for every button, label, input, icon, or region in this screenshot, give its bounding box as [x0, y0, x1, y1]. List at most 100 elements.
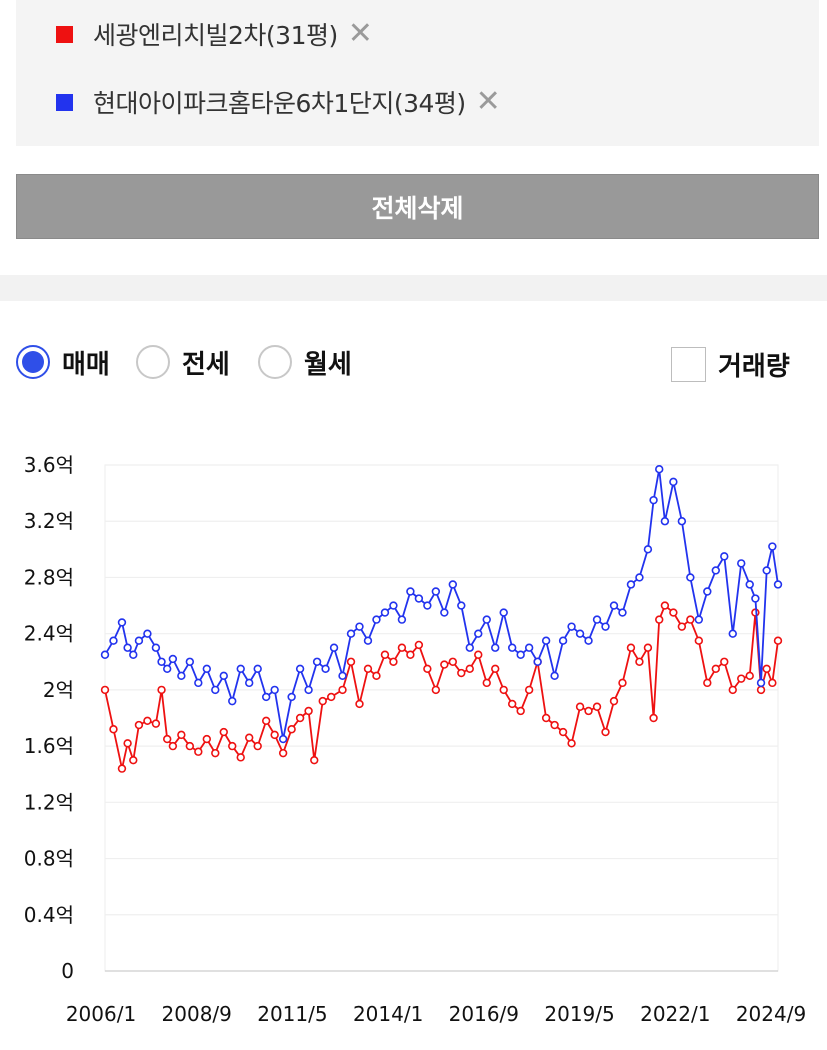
data-point: [550, 671, 559, 681]
data-point: [703, 587, 712, 596]
radio-checked-icon: [16, 345, 50, 379]
data-point: [592, 615, 602, 624]
close-icon[interactable]: ✕: [347, 16, 373, 51]
data-point: [355, 699, 364, 709]
data-point: [295, 664, 305, 674]
data-point: [649, 713, 658, 723]
data-point: [516, 650, 525, 659]
data-point: [649, 495, 658, 505]
checkbox-unchecked-icon: [671, 346, 706, 382]
data-point: [346, 629, 356, 638]
delete-all-button[interactable]: 전체삭제: [16, 174, 819, 239]
data-point: [609, 696, 619, 706]
data-point: [457, 601, 466, 610]
data-point: [686, 573, 695, 582]
x-tick-label: 2022/1: [640, 1002, 710, 1026]
data-point: [194, 678, 203, 688]
data-point: [550, 720, 559, 730]
data-point: [177, 730, 186, 740]
data-point: [643, 643, 653, 652]
data-point: [499, 685, 508, 695]
radio-sale[interactable]: 매매: [16, 342, 110, 382]
data-point: [327, 692, 336, 702]
data-point: [117, 618, 127, 627]
data-point: [211, 685, 220, 695]
x-tick-label: 2019/5: [544, 1002, 614, 1026]
data-point: [123, 643, 132, 652]
data-point: [151, 719, 161, 728]
data-point: [228, 741, 237, 751]
data-point: [601, 622, 610, 631]
data-point: [163, 734, 172, 744]
data-point: [626, 580, 636, 589]
radio-monthly-label: 월세: [304, 349, 352, 380]
data-point: [491, 664, 500, 674]
data-point: [669, 477, 678, 487]
data-point: [278, 734, 288, 744]
data-point: [575, 629, 585, 638]
data-point: [618, 678, 627, 688]
data-point: [720, 657, 729, 666]
data-point: [389, 657, 398, 666]
radio-jeonse-label: 전세: [182, 349, 230, 380]
data-point: [168, 654, 178, 664]
data-point: [768, 542, 777, 551]
data-point: [737, 559, 746, 568]
data-point: [524, 643, 534, 652]
data-point: [414, 594, 424, 603]
data-point: [703, 678, 712, 688]
data-point: [635, 573, 644, 582]
data-point: [219, 727, 228, 737]
data-point: [507, 699, 517, 709]
data-point: [465, 664, 474, 674]
data-point: [762, 566, 771, 575]
data-point: [397, 643, 407, 652]
data-point: [278, 748, 288, 758]
data-point: [626, 643, 636, 652]
data-point: [312, 657, 322, 666]
data-point: [414, 640, 424, 650]
data-point: [745, 580, 754, 589]
compare-item-label: 현대아이파크홈타운6차1단지(34평): [93, 89, 466, 118]
data-point: [372, 615, 381, 624]
data-point: [431, 685, 441, 695]
data-point: [669, 608, 678, 617]
data-point: [219, 671, 228, 681]
data-point: [406, 587, 415, 596]
data-point: [720, 552, 729, 561]
data-point: [109, 636, 118, 645]
data-point: [261, 692, 271, 702]
data-point: [168, 741, 178, 751]
data-point: [694, 615, 704, 624]
data-point: [318, 696, 327, 706]
data-point: [567, 739, 576, 748]
close-icon[interactable]: ✕: [475, 84, 501, 119]
data-point: [363, 636, 373, 645]
data-point: [728, 629, 737, 638]
radio-unchecked-icon: [258, 345, 292, 379]
series-swatch-blue: [56, 93, 73, 111]
radio-jeonse[interactable]: 전세: [136, 342, 230, 382]
data-point: [745, 671, 754, 681]
data-point: [194, 747, 203, 756]
data-point: [448, 657, 458, 666]
data-point: [440, 660, 449, 669]
data-point: [558, 636, 568, 645]
data-point: [151, 643, 161, 652]
y-tick-label: 1.6억: [24, 734, 74, 758]
data-point: [592, 702, 602, 711]
data-point: [236, 753, 245, 762]
data-point: [457, 668, 466, 678]
data-point: [346, 657, 356, 666]
radio-monthly[interactable]: 월세: [258, 342, 352, 382]
volume-checkbox[interactable]: 거래량: [671, 344, 790, 384]
data-point: [202, 734, 211, 744]
compare-item-0: 세광엔리치빌2차(31평) ✕: [56, 14, 373, 54]
data-point: [321, 664, 330, 674]
data-point: [380, 650, 390, 659]
data-point: [123, 739, 132, 748]
radio-unchecked-icon: [136, 345, 170, 379]
data-point: [768, 678, 777, 688]
data-point: [134, 720, 144, 730]
data-point: [533, 657, 542, 666]
